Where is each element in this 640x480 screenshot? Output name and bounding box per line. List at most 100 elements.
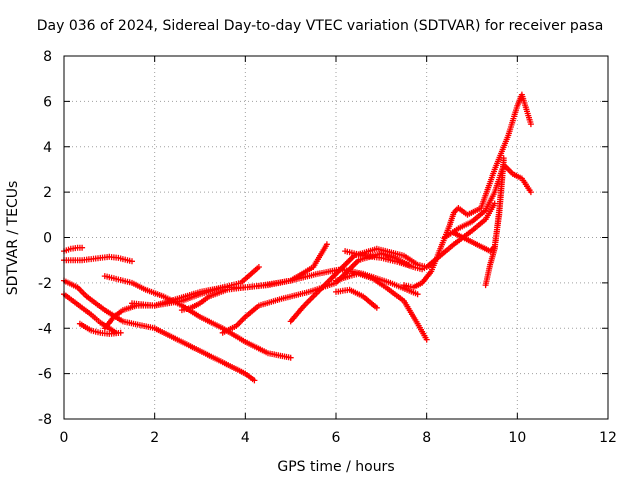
x-tick-label: 8 [422,430,431,446]
data-point-markers [518,175,534,196]
data-point-markers [101,315,116,332]
data-point-markers [496,155,507,214]
data-point-markers [106,253,120,261]
series-arc9 [178,266,421,314]
data-point-markers [237,264,262,286]
y-tick-label: -6 [38,367,52,383]
x-ticks: 0 2 4 6 8 10 12 [60,56,617,446]
data-point-markers [446,211,457,230]
data-point-markers [110,308,125,320]
series-arc18 [482,155,507,289]
data-point-markers [287,271,319,284]
data-point-markers [76,320,93,333]
data-point-markers [387,279,421,298]
x-tick-label: 6 [332,430,341,446]
data-point-markers [455,219,474,232]
data-point-markers [70,298,84,310]
data-point-markers [83,293,106,312]
data-point-markers [459,234,474,245]
data-point-markers [255,296,283,309]
data-point-markers [110,275,133,286]
data-point-markers [187,301,202,311]
data-point-markers [410,280,424,291]
data-point-markers [401,298,420,325]
series-arc2 [61,253,135,265]
data-point-markers [79,255,101,264]
data-point-markers [455,205,469,217]
data-point-markers [396,259,415,270]
data-point-markers [314,272,338,295]
data-point-markers [428,247,443,275]
data-point-markers [61,246,72,255]
series-arc8 [129,241,330,309]
data-point-markers [265,350,294,361]
y-tick-label: 8 [43,49,52,65]
data-point-markers [142,286,165,299]
data-point-markers [129,300,156,309]
data-point-markers [419,270,433,286]
data-point-markers [242,304,261,320]
data-point-markers [206,287,229,300]
data-series [61,91,534,384]
data-point-markers [518,91,534,128]
data-point-markers [74,284,89,298]
data-point-markers [197,347,224,365]
data-point-markers [478,168,497,211]
data-point-markers [450,206,460,216]
data-point-markers [482,191,497,214]
data-point-markers [491,209,502,252]
data-point-markers [233,315,247,329]
data-point-markers [278,289,310,302]
data-point-markers [469,217,487,234]
data-point-markers [74,244,86,251]
y-ticks: -8 -6 -4 -2 0 2 4 6 8 [38,49,608,428]
data-point-markers [242,370,258,384]
series-arc13 [333,286,380,311]
data-point-markers [174,289,201,302]
data-point-markers [382,284,406,303]
x-tick-label: 10 [508,430,526,446]
series-arc1 [61,244,86,255]
data-point-markers [129,279,147,292]
plot-frame [63,55,609,420]
x-tick-label: 12 [599,430,617,446]
data-point-markers [197,284,224,295]
data-point-markers [360,293,380,311]
data-point-markers [509,171,524,181]
data-point-markers [151,296,179,309]
data-point-markers [151,325,179,342]
data-point-markers [260,278,292,289]
data-point-markers [79,304,93,317]
data-point-markers [487,245,497,255]
y-tick-label: -2 [38,276,52,292]
data-point-markers [450,230,465,240]
data-point-markers [242,338,270,356]
data-point-markers [197,294,211,307]
data-point-markers [491,134,511,173]
y-axis-label: SDTVAR / TECUs [5,181,21,296]
data-point-markers [101,273,115,281]
data-point-markers [482,263,493,289]
x-tick-label: 4 [241,430,250,446]
series-arc12 [333,270,430,343]
y-tick-label: 2 [43,185,52,201]
data-point-markers [314,266,342,277]
data-point-markers [287,304,306,325]
data-point-markers [88,311,102,324]
data-point-markers [482,200,498,223]
data-point-markers [301,290,320,309]
data-point-markers [419,265,428,273]
data-point-markers [106,329,124,337]
data-point-markers [119,318,156,331]
data-point-markers [67,245,79,252]
y-tick-label: 4 [43,140,52,156]
data-point-markers [355,270,374,281]
y-tick-label: -8 [38,412,52,428]
data-point-markers [197,313,224,331]
data-point-markers [464,206,483,218]
data-point-markers [478,243,492,254]
chart-title: Day 036 of 2024, Sidereal Day-to-day VTE… [36,18,604,34]
data-point-markers [414,320,430,343]
data-point-markers [437,242,456,259]
